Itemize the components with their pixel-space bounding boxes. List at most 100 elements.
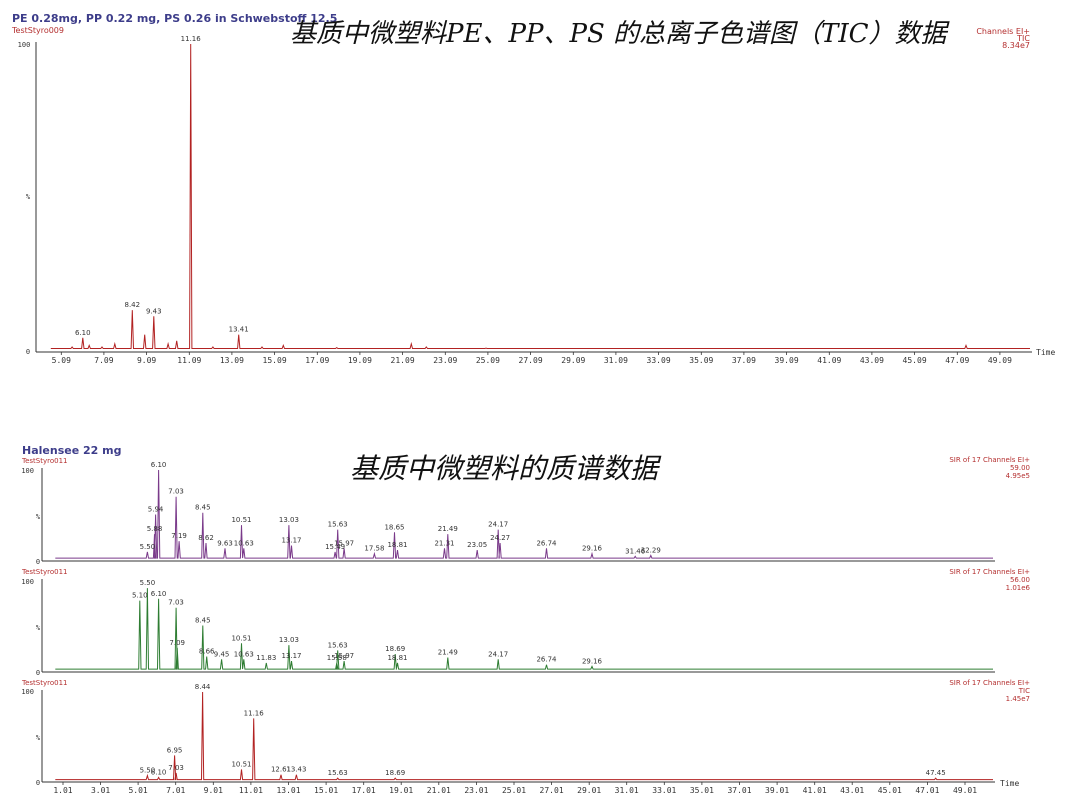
peak-label: 17.58 [364,545,384,553]
panel2-channel-label: SIR of 17 Channels EI+ [949,456,1030,464]
panel1-intensity-label: 8.34e7 [1002,41,1030,50]
panel2-ytick-100: 100 [21,467,34,475]
x-tick-label: 17.09 [305,356,329,365]
peak-label: 29.16 [582,545,603,553]
peak-label: 15.63 [328,521,348,529]
x-tick-label: 47.01 [915,786,939,795]
peak-label: 15.63 [328,769,348,777]
peak-label: 12.61 [271,766,291,774]
peak-label: 10.51 [231,760,251,768]
panel1-channel-label: Channels EI+ [976,27,1030,36]
trace-line [55,691,993,781]
x-tick-label: 15.09 [263,356,287,365]
top-heading: 基质中微塑料PE、PP、PS 的总离子色谱图（TIC）数据 [290,19,951,49]
x-tick-label: 35.09 [689,356,713,365]
peak-label: 5.50 [140,767,156,775]
x-tick-label: 33.01 [652,786,676,795]
x-tick-label: 31.09 [604,356,628,365]
x-tick-label: 25.09 [476,356,500,365]
x-tick-label: 29.01 [577,786,601,795]
peak-label: 10.51 [231,516,251,524]
peak-label: 13.41 [229,326,249,334]
peak-label: 6.10 [151,590,167,598]
peak-label: 5.50 [140,579,156,587]
peak-label: 23.05 [467,541,487,549]
x-tick-label: 1.01 [53,786,72,795]
x-tick-label: 9.01 [204,786,223,795]
x-tick-label: 25.01 [502,786,526,795]
panel-sir-59: Halensee 22 mg TestStyro011 SIR of 17 Ch… [21,444,1030,566]
x-tick-label: 37.09 [732,356,756,365]
x-tick-label: 39.09 [775,356,799,365]
peak-label: 18.69 [385,645,405,653]
panel-sir-tic: TestStyro011 SIR of 17 Channels EI+ TIC … [21,679,1030,795]
peak-label: 7.03 [168,599,184,607]
peak-label: 5.50 [140,543,156,551]
peak-label: 15.58 [327,654,347,662]
x-tick-label: 27.01 [540,786,564,795]
panel4-ytick-0: 0 [36,779,40,787]
panel2-file-label: TestStyro011 [21,457,67,465]
peak-label: 26.74 [536,539,557,547]
peak-label: 18.81 [387,654,407,662]
panel2-mass-label: 59.00 [1010,464,1030,472]
x-tick-label: 7.01 [166,786,185,795]
trace-line [50,43,1030,349]
x-tick-label: 23.01 [464,786,488,795]
panel1-trace: 6.10 8.42 9.43 11.16 13.41 [50,35,1030,349]
peak-label: 5.88 [147,525,163,533]
panel4-x-axis-label: Time [1000,779,1019,788]
panel-sir-56: TestStyro011 SIR of 17 Channels EI+ 56.0… [21,568,1031,677]
x-tick-label: 49.01 [953,786,977,795]
x-tick-label: 39.01 [765,786,789,795]
panel3-channel-label: SIR of 17 Channels EI+ [949,568,1030,576]
x-tick-label: 11.09 [177,356,201,365]
peak-label: 18.69 [385,769,405,777]
panel4-intensity-label: 1.45e7 [1006,695,1030,703]
panel1-file-label: TestStyro009 [11,26,64,35]
panel2-intensity-label: 4.95e5 [1006,472,1030,480]
panel2-trace: 5.50 5.88 5.94 6.10 7.03 7.19 8.45 8.629.63 10.5… [55,461,993,559]
panel3-mass-label: 56.00 [1010,576,1030,584]
panel2-ytick-pct: % [36,513,41,521]
panel3-file-label: TestStyro011 [21,568,67,576]
x-tick-label: 43.01 [840,786,864,795]
panel1-ytick-pct: % [26,193,31,201]
peak-label: 8.45 [195,504,211,512]
x-tick-label: 23.09 [433,356,457,365]
x-tick-label: 31.01 [615,786,639,795]
x-tick-label: 15.01 [314,786,338,795]
peak-label: 21.31 [434,539,454,547]
peak-label: 18.81 [387,541,407,549]
x-tick-label: 5.01 [128,786,147,795]
x-tick-label: 33.09 [647,356,671,365]
x-tick-label: 7.09 [94,356,113,365]
x-tick-label: 41.01 [803,786,827,795]
peak-label: 8.45 [195,617,211,625]
peak-label: 13.43 [286,766,306,774]
peak-label: 7.09 [169,639,185,647]
panel4-file-label: TestStyro011 [21,679,67,687]
peak-label: 5.94 [148,506,164,514]
panel4-ytick-pct: % [36,734,41,742]
x-tick-label: 45.09 [903,356,927,365]
panel4-tic-label: TIC [1018,687,1030,695]
panel4-ytick-100: 100 [21,688,34,696]
panel3-intensity-label: 1.01e6 [1006,584,1031,592]
x-tick-label: 49.09 [988,356,1012,365]
panel4-channel-label: SIR of 17 Channels EI+ [949,679,1030,687]
peak-label: 10.63 [234,539,254,547]
x-tick-label: 35.01 [690,786,714,795]
x-tick-label: 19.09 [348,356,372,365]
peak-label: 6.10 [75,329,91,337]
x-tick-label: 43.09 [860,356,884,365]
peak-label: 31.46 [625,547,646,555]
peak-label: 29.16 [582,657,603,665]
peak-label: 10.63 [234,650,254,658]
x-tick-label: 11.01 [239,786,263,795]
panel2-ytick-0: 0 [36,558,40,566]
x-tick-label: 9.09 [137,356,156,365]
peak-label: 24.27 [490,534,510,542]
peak-label: 11.16 [181,35,202,43]
